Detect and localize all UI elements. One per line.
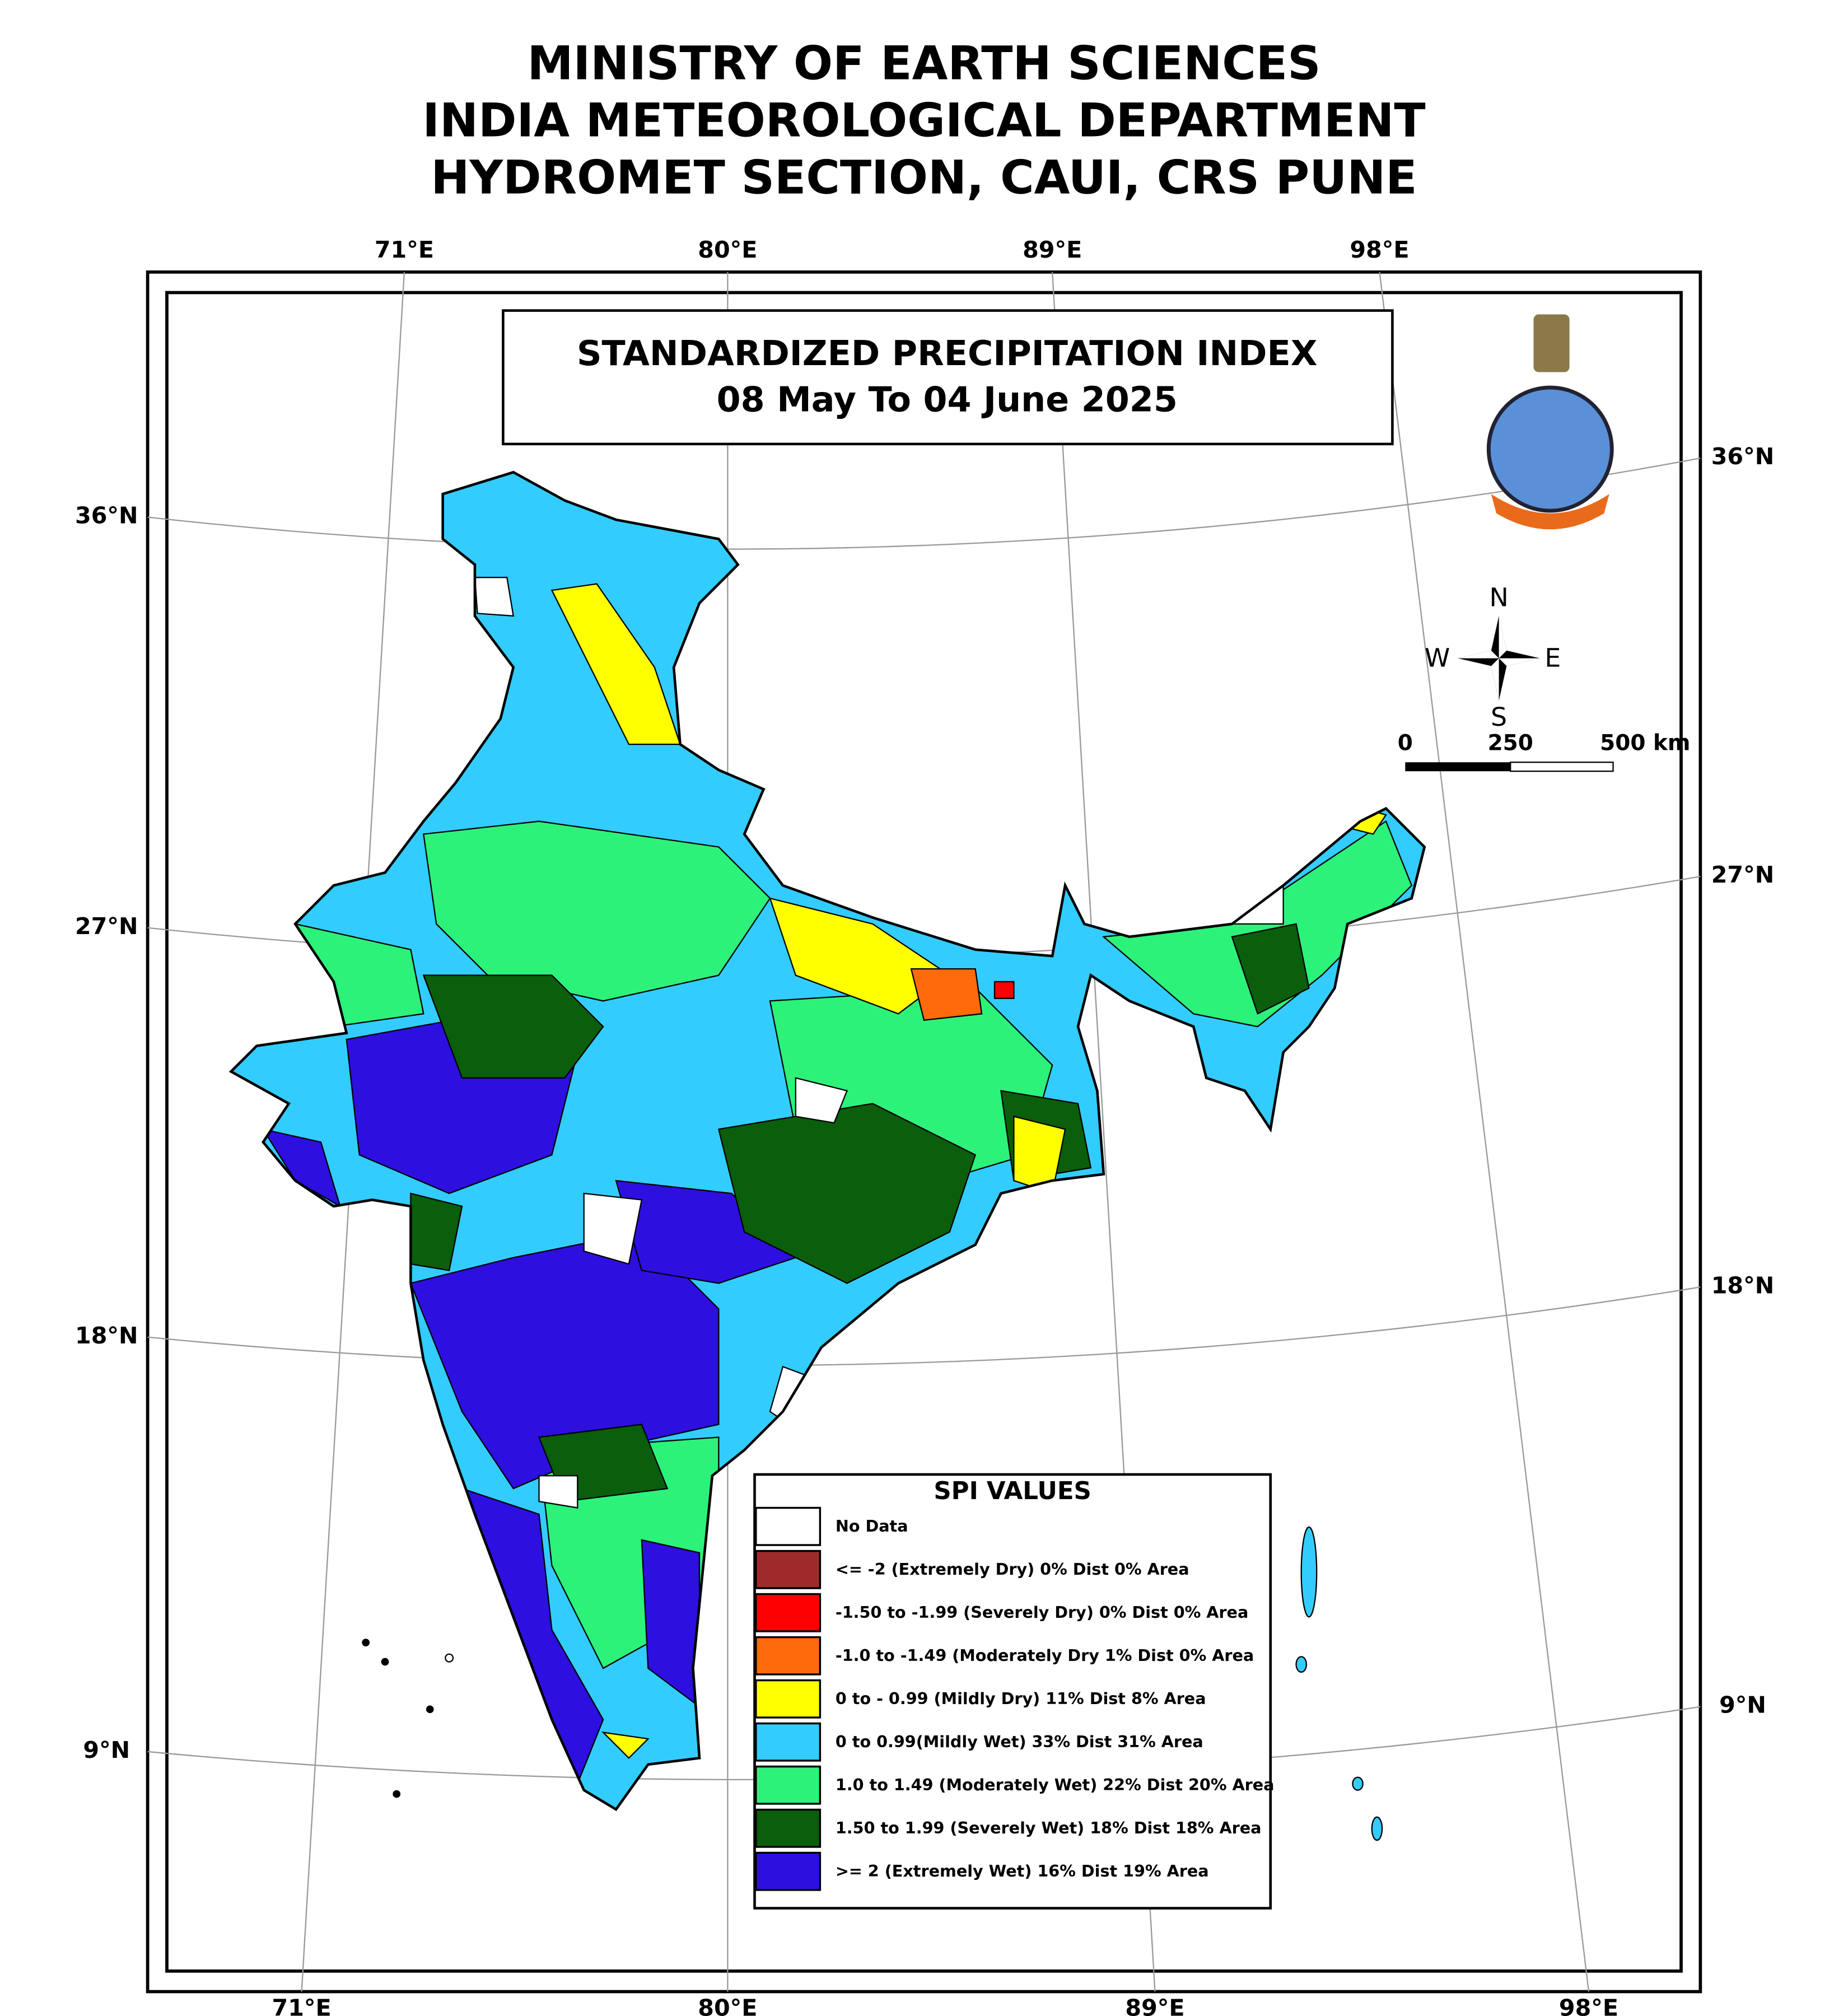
islands — [362, 1526, 1383, 1841]
island — [1300, 1526, 1318, 1618]
legend-swatch — [755, 1636, 822, 1676]
legend-swatch — [755, 1679, 822, 1719]
lat-label: 27°N — [75, 913, 138, 940]
legend-label: 1.50 to 1.99 (Severely Wet) 18% Dist 18%… — [836, 1818, 1262, 1837]
map-period: 08 May To 04 June 2025 — [717, 379, 1178, 419]
region — [474, 577, 515, 617]
emblem-seal — [1486, 385, 1614, 513]
lat-label: 18°N — [75, 1322, 138, 1349]
island — [1371, 1816, 1383, 1841]
scale-bar — [1405, 762, 1614, 772]
emblem-lion — [1533, 314, 1570, 372]
legend-swatch — [755, 1765, 822, 1805]
region — [1013, 1116, 1066, 1194]
lat-label: 36°N — [1711, 443, 1775, 470]
lat-label: 18°N — [1711, 1272, 1775, 1299]
region — [538, 1475, 578, 1509]
lat-label: 9°N — [1719, 1692, 1766, 1719]
compass-n: N — [1489, 582, 1508, 613]
legend-label: >= 2 (Extremely Wet) 16% Dist 19% Area — [836, 1861, 1209, 1880]
emblem — [1486, 314, 1614, 530]
legend-label: <= -2 (Extremely Dry) 0% Dist 0% Area — [836, 1560, 1189, 1579]
region — [423, 820, 771, 1002]
lon-label: 80°E — [698, 236, 757, 263]
scale-label: 0 — [1398, 731, 1413, 756]
lon-label: 80°E — [698, 1995, 757, 2016]
title-box — [502, 309, 1394, 446]
legend-box — [753, 1473, 1272, 1910]
header-line: HYDROMET SECTION, CAUI, CRS PUNE — [431, 151, 1417, 205]
header-line: INDIA METEOROLOGICAL DEPARTMENT — [422, 94, 1425, 148]
lon-label: 89°E — [1125, 1995, 1184, 2016]
island — [445, 1653, 454, 1663]
lon-label: 98°E — [1559, 1995, 1618, 2016]
region — [615, 1179, 797, 1284]
inner-frame — [165, 291, 1683, 1973]
lon-label: 71°E — [272, 1995, 332, 2016]
region — [795, 1077, 848, 1124]
lat-label: 9°N — [83, 1737, 130, 1763]
compass-e: E — [1544, 642, 1561, 673]
island — [1352, 1776, 1364, 1791]
scale-white — [1510, 762, 1614, 772]
legend-swatch — [755, 1851, 822, 1891]
region — [717, 1103, 977, 1284]
legend-swatch — [755, 1593, 822, 1632]
legend-swatch — [755, 1506, 822, 1546]
legend-swatch — [755, 1550, 822, 1589]
island — [1295, 1656, 1308, 1673]
compass: N S W E — [1425, 582, 1561, 732]
legend-label: -1.50 to -1.99 (Severely Dry) 0% Dist 0%… — [836, 1603, 1248, 1622]
legend-swatch — [755, 1808, 822, 1848]
region — [601, 1731, 650, 1760]
lon-label: 98°E — [1350, 236, 1409, 263]
parallel — [147, 1286, 1701, 1366]
region — [910, 968, 983, 1021]
region — [1231, 923, 1310, 1015]
lon-label: 71°E — [375, 236, 434, 263]
outer-frame — [146, 270, 1702, 1994]
parallel — [147, 457, 1701, 550]
legend-label: -1.0 to -1.49 (Moderately Dry 1% Dist 0%… — [836, 1646, 1254, 1665]
emblem-ribbon — [1491, 494, 1609, 530]
region — [583, 1192, 643, 1265]
island — [393, 1790, 401, 1798]
region — [422, 974, 604, 1079]
compass-highlight — [1458, 615, 1540, 701]
header-line: MINISTRY OF EARTH SCIENCES — [527, 37, 1320, 91]
scale-label: 250 — [1488, 731, 1533, 756]
legend-swatch — [755, 1722, 822, 1762]
legend-label: 1.0 to 1.49 (Moderately Wet) 22% Dist 20… — [836, 1775, 1275, 1794]
island — [426, 1705, 434, 1714]
region — [993, 981, 1015, 999]
scale-black — [1405, 762, 1511, 772]
scale-label: 500 km — [1600, 731, 1690, 756]
meridian — [1379, 272, 1590, 1992]
lat-label: 27°N — [1711, 861, 1775, 888]
legend-label: 0 to - 0.99 (Mildly Dry) 11% Dist 8% Are… — [836, 1689, 1206, 1708]
compass-w: W — [1425, 642, 1450, 673]
lon-label: 89°E — [1023, 236, 1082, 263]
legend-label: 0 to 0.99(Mildly Wet) 33% Dist 31% Area — [836, 1732, 1203, 1751]
legend-label: No Data — [836, 1516, 908, 1536]
island — [381, 1658, 389, 1666]
legend-title: SPI VALUES — [934, 1477, 1091, 1505]
lat-label: 36°N — [75, 502, 138, 529]
compass-s: S — [1491, 702, 1507, 732]
compass-star — [1458, 615, 1540, 701]
island — [362, 1639, 370, 1647]
map-title: STANDARDIZED PRECIPITATION INDEX — [577, 333, 1317, 374]
